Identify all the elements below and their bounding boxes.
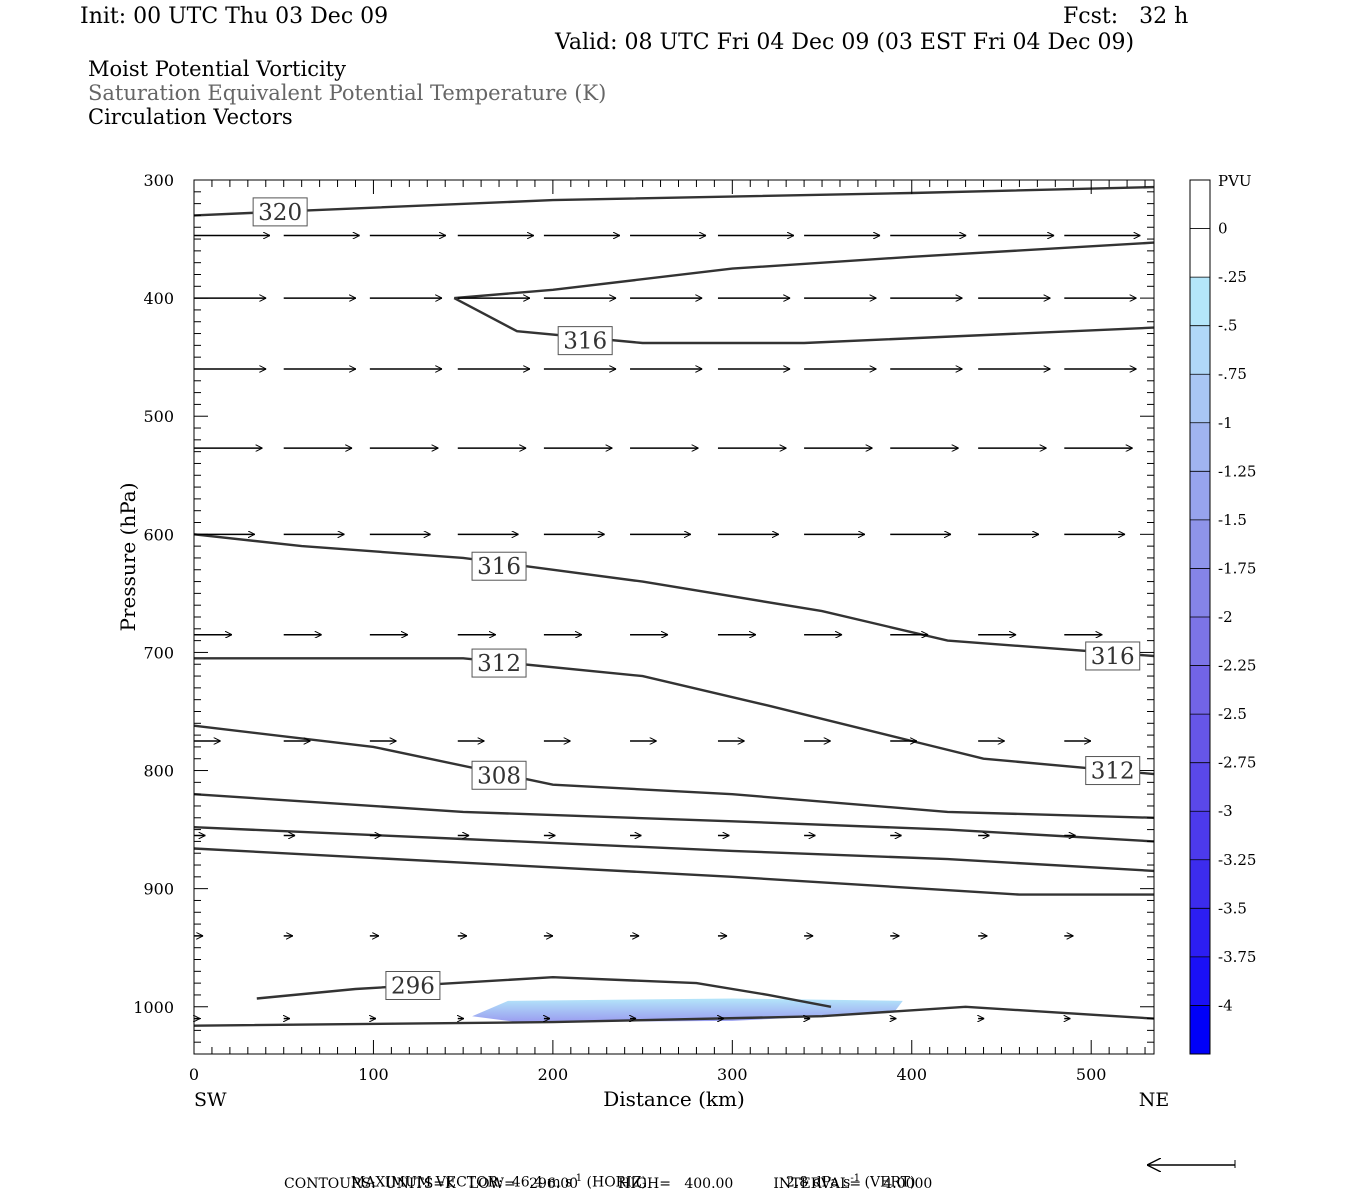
theta-e-contour — [194, 657, 1155, 776]
colorbar-swatch — [1190, 762, 1210, 812]
theta-e-contour — [193, 793, 1155, 843]
contour-label-box — [471, 760, 527, 790]
colorbar-swatch — [1190, 956, 1210, 1006]
colorbar-swatch — [1190, 908, 1210, 958]
colorbar-swatch — [1190, 519, 1210, 569]
contour-info: CONTOURS: UNITS=K LOW= 296.00 HIGH= 400.… — [284, 1176, 933, 1192]
colorbar-swatch — [1190, 422, 1210, 472]
x-end-label-ne: NE — [1139, 1089, 1170, 1111]
colorbar-label: -1.75 — [1218, 559, 1256, 577]
forecast-hour: Fcst: 32 h — [1063, 4, 1189, 29]
colorbar-swatch — [1190, 714, 1210, 764]
theta-e-contour — [193, 533, 1155, 658]
contour-label-box — [252, 197, 308, 227]
contour-label: 316 — [1091, 644, 1135, 670]
y-tick-label: 900 — [143, 880, 174, 899]
colorbar-label: -3.25 — [1218, 851, 1256, 869]
x-tick-label: 100 — [358, 1065, 389, 1084]
colorbar-label: -2 — [1218, 608, 1233, 626]
theta-e-contour — [256, 975, 832, 1008]
field-title-mpv: Moist Potential Vorticity — [88, 57, 346, 81]
max-vector-vert-value: 2.8 dPa s — [785, 1174, 851, 1191]
colorbar-label: -3.75 — [1218, 948, 1256, 966]
x-end-label-sw: SW — [194, 1089, 227, 1111]
contour-label: 320 — [258, 200, 302, 226]
y-tick-label: 500 — [143, 407, 174, 426]
contour-label: 312 — [477, 651, 521, 677]
colorbar-label: 0 — [1218, 220, 1228, 238]
colorbar-swatch — [1190, 374, 1210, 424]
colorbar-swatch — [1190, 180, 1210, 230]
colorbar-swatch — [1190, 277, 1210, 327]
x-axis-title: Distance (km) — [603, 1087, 745, 1111]
y-tick-label: 300 — [143, 171, 174, 190]
contour-label-box — [1085, 756, 1141, 786]
contour-label: 316 — [477, 554, 521, 580]
y-tick-label: 400 — [143, 289, 174, 308]
max-vector-vert-label: (VERT) — [860, 1174, 916, 1191]
y-tick-label: 600 — [143, 525, 174, 544]
y-tick-label: 700 — [143, 643, 174, 662]
colorbar-label: -.75 — [1218, 365, 1247, 383]
contour-label: 316 — [563, 329, 607, 355]
colorbar-label: -.5 — [1218, 317, 1237, 335]
field-title-vectors: Circulation Vectors — [88, 105, 293, 129]
colorbar-label: -2.25 — [1218, 657, 1256, 675]
field-title-thetae: Saturation Equivalent Potential Temperat… — [88, 81, 607, 105]
contour-label-box — [471, 648, 527, 678]
init-time: Init: 00 UTC Thu 03 Dec 09 — [80, 4, 389, 29]
colorbar-swatch — [1190, 811, 1210, 861]
max-vector-text: MAXIMUM VECTOR: 46.4 m s-1 (HORIZ) — [342, 1157, 647, 1191]
theta-e-contour — [453, 297, 1155, 345]
unit-exponent: -1 — [572, 1173, 583, 1184]
theta-e-contour — [193, 847, 1154, 896]
theta-e-contour — [454, 241, 1155, 300]
theta-e-contour — [193, 1005, 1155, 1027]
colorbar-unit: PVU — [1218, 172, 1252, 190]
colorbar-label: -2.5 — [1218, 705, 1247, 723]
colorbar-label: -1.25 — [1218, 462, 1256, 480]
theta-e-contour — [193, 185, 1155, 217]
colorbar-swatch — [1190, 859, 1210, 909]
colorbar-label: -2.75 — [1218, 754, 1256, 772]
contour-label: 312 — [1091, 759, 1135, 785]
colorbar-label: -3.5 — [1218, 899, 1247, 917]
theta-e-contour — [193, 724, 1155, 819]
x-tick-label: 400 — [896, 1065, 927, 1084]
max-vector-vert-text: 2.8 dPa s-1 (VERT) — [777, 1157, 916, 1191]
colorbar-swatch — [1190, 665, 1210, 715]
y-axis-title: Pressure (hPa) — [116, 483, 140, 632]
contour-label-box — [1085, 641, 1141, 671]
colorbar-label: -4 — [1218, 996, 1233, 1014]
plot-frame — [193, 179, 1155, 1055]
colorbar-swatch — [1190, 325, 1210, 375]
x-tick-label: 200 — [538, 1065, 569, 1084]
contour-label: 308 — [477, 763, 521, 789]
colorbar-label: -.25 — [1218, 268, 1247, 286]
contour-label-box — [385, 970, 441, 1000]
colorbar-label: -3 — [1218, 802, 1233, 820]
colorbar-swatch — [1190, 228, 1210, 278]
max-vector-horiz-value: MAXIMUM VECTOR: 46.4 m s — [350, 1174, 573, 1191]
colorbar-swatch — [1190, 471, 1210, 521]
y-tick-label: 1000 — [133, 998, 174, 1017]
contour-label-box — [471, 551, 527, 581]
contour-label: 296 — [391, 973, 435, 999]
colorbar-swatch — [1190, 568, 1210, 618]
valid-time: Valid: 08 UTC Fri 04 Dec 09 (03 EST Fri … — [555, 30, 1135, 55]
unit-exponent: -1 — [850, 1173, 861, 1184]
contour-label-box — [557, 326, 613, 356]
y-tick-label: 800 — [143, 762, 174, 781]
colorbar-label: -1 — [1218, 414, 1233, 432]
colorbar-swatch — [1190, 1005, 1210, 1055]
colorbar-swatch — [1190, 617, 1210, 667]
colorbar-label: -1.5 — [1218, 511, 1247, 529]
x-tick-label: 0 — [189, 1065, 199, 1084]
max-vector-horiz-label: (HORIZ) — [582, 1174, 647, 1191]
x-tick-label: 300 — [717, 1065, 748, 1084]
x-tick-label: 500 — [1076, 1065, 1107, 1084]
